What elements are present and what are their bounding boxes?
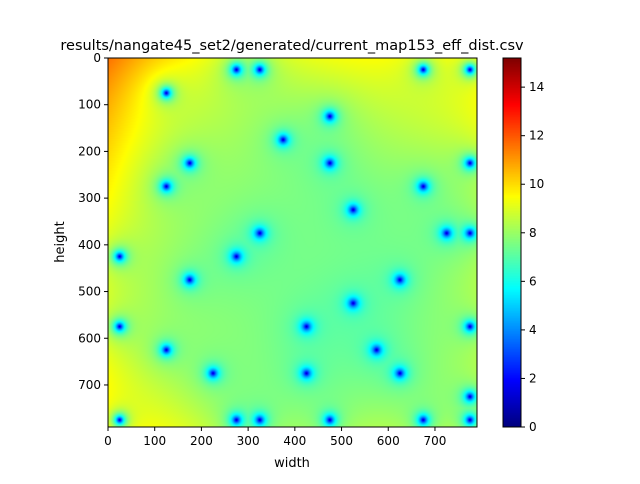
x-tick-label: 700 <box>424 434 447 448</box>
colorbar-tick-label: 6 <box>529 274 537 288</box>
colorbar-tick-label: 4 <box>529 323 537 337</box>
y-axis: 0 100 200 300 400 500 600 700 <box>78 51 108 392</box>
colorbar-tick-label: 2 <box>529 371 537 385</box>
y-tick-label: 300 <box>78 191 101 205</box>
x-axis: 0 100 200 300 400 500 600 700 <box>104 427 446 448</box>
x-tick-label: 300 <box>237 434 260 448</box>
colorbar-tick-label: 8 <box>529 226 537 240</box>
plot-frame <box>107 57 478 428</box>
colorbar-gradient <box>503 58 521 427</box>
x-tick-label: 500 <box>330 434 353 448</box>
y-tick-label: 400 <box>78 238 101 252</box>
x-axis-label: width <box>274 456 310 471</box>
x-tick-label: 600 <box>377 434 400 448</box>
y-tick-label: 500 <box>78 285 101 299</box>
colorbar-tick-label: 0 <box>529 420 537 434</box>
chart-title: results/nangate45_set2/generated/current… <box>60 38 524 54</box>
colorbar-axis: 0 2 4 6 8 10 12 14 <box>521 80 544 434</box>
x-tick-label: 100 <box>143 434 166 448</box>
colorbar-frame <box>502 57 522 428</box>
colorbar-tick-label: 12 <box>529 129 544 143</box>
y-tick-label: 0 <box>93 51 101 65</box>
y-tick-label: 700 <box>78 378 101 392</box>
y-tick-label: 600 <box>78 331 101 345</box>
colorbar-tick-label: 14 <box>529 80 544 94</box>
y-tick-label: 100 <box>78 98 101 112</box>
heatmap-canvas <box>108 58 477 427</box>
y-axis-label: height <box>53 221 68 262</box>
y-tick-label: 200 <box>78 144 101 158</box>
colorbar-tick-label: 10 <box>529 177 544 191</box>
x-tick-label: 400 <box>283 434 306 448</box>
x-tick-label: 0 <box>104 434 112 448</box>
x-tick-label: 200 <box>190 434 213 448</box>
